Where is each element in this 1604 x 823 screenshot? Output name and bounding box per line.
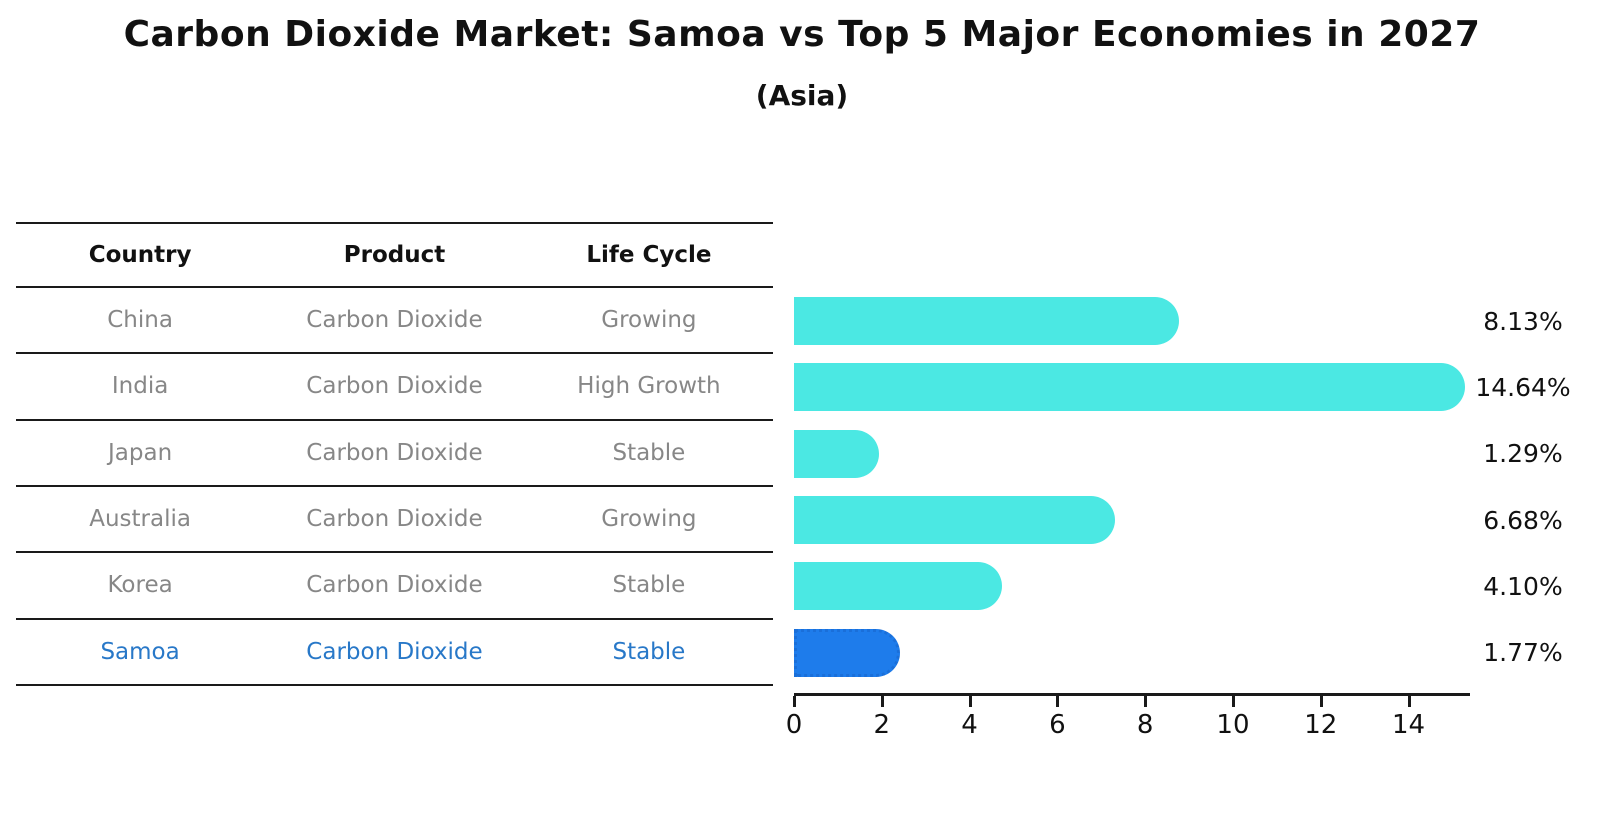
- table-cell-product: Carbon Dioxide: [306, 439, 483, 466]
- x-tick-label: 12: [1304, 710, 1338, 740]
- chart-subtitle: (Asia): [755, 79, 849, 112]
- table-row: Japan Carbon Dioxide Stable: [16, 421, 773, 487]
- table-cell-life-cycle: Stable: [612, 439, 686, 466]
- x-tick-label: 14: [1391, 710, 1426, 740]
- table-header-product: Product: [343, 242, 446, 268]
- x-tick-mark: [1407, 696, 1411, 707]
- x-tick-label: 8: [1136, 710, 1154, 740]
- table-cell-life-cycle: Stable: [612, 572, 686, 599]
- bar: [794, 363, 1465, 412]
- x-tick-label: 0: [785, 710, 803, 740]
- x-tick-mark: [793, 696, 796, 707]
- bar-row: [794, 553, 1494, 619]
- bar-value-label: 1.29%: [1483, 439, 1563, 469]
- table-body: China Carbon Dioxide Growing India Carbo…: [16, 288, 773, 686]
- country-table: Country Product Life Cycle China Carbon …: [16, 222, 773, 686]
- x-tick-label: 10: [1216, 710, 1250, 740]
- table-cell-country: Samoa: [100, 638, 180, 665]
- bar-value-label: 6.68%: [1483, 505, 1563, 535]
- table-cell-life-cycle: Growing: [601, 307, 697, 334]
- table-cell-country: Korea: [107, 572, 173, 599]
- table-header-country: Country: [88, 242, 192, 268]
- table-cell-country: China: [107, 307, 173, 334]
- bar: [794, 562, 1002, 611]
- bar-chart-plot-area: [794, 288, 1494, 686]
- table-cell-life-cycle: High Growth: [577, 373, 721, 400]
- table-cell-country: Japan: [108, 439, 173, 466]
- table-row: Korea Carbon Dioxide Stable: [16, 553, 773, 620]
- bar: [794, 495, 1116, 544]
- table-cell-product: Carbon Dioxide: [306, 572, 483, 599]
- bar: [794, 297, 1179, 345]
- bar-value-label: 4.10%: [1483, 571, 1563, 601]
- x-tick-mark: [1144, 696, 1148, 707]
- table-cell-product: Carbon Dioxide: [306, 307, 483, 334]
- bar-value-label: 8.13%: [1483, 306, 1563, 336]
- x-tick-label: 4: [961, 710, 978, 740]
- bar-row: [794, 620, 1494, 686]
- x-tick-mark: [1319, 696, 1323, 707]
- table-header-life-cycle: Life Cycle: [586, 242, 712, 268]
- table-row: China Carbon Dioxide Growing: [16, 288, 773, 355]
- x-tick-label: 6: [1049, 710, 1066, 740]
- bar: [794, 628, 900, 677]
- table-cell-product: Carbon Dioxide: [306, 506, 483, 533]
- table-cell-life-cycle: Stable: [612, 638, 686, 665]
- table-row: India Carbon Dioxide High Growth: [16, 354, 773, 421]
- bar-value-label: 1.77%: [1483, 638, 1563, 668]
- x-tick-mark: [968, 696, 972, 707]
- x-tick-mark: [1231, 696, 1235, 707]
- x-tick-mark: [880, 696, 884, 707]
- table-cell-life-cycle: Growing: [601, 506, 697, 533]
- bar-row: [794, 421, 1494, 487]
- bar: [794, 429, 879, 478]
- table-header-row: Country Product Life Cycle: [16, 224, 773, 288]
- bar-row: [794, 354, 1494, 420]
- bar-row: [794, 288, 1494, 354]
- chart-title: Carbon Dioxide Market: Samoa vs Top 5 Ma…: [123, 14, 1481, 55]
- table-cell-country: Australia: [89, 506, 191, 533]
- table-cell-country: India: [111, 373, 169, 400]
- x-axis-line: [794, 693, 1470, 696]
- table-cell-product: Carbon Dioxide: [306, 638, 483, 665]
- table-row: Australia Carbon Dioxide Growing: [16, 487, 773, 554]
- x-tick-mark: [1056, 696, 1060, 707]
- bar-value-label: 14.64%: [1475, 372, 1571, 402]
- bar-row: [794, 487, 1494, 553]
- x-tick-label: 2: [873, 710, 891, 740]
- table-row: Samoa Carbon Dioxide Stable: [16, 620, 773, 686]
- table-cell-product: Carbon Dioxide: [306, 373, 483, 400]
